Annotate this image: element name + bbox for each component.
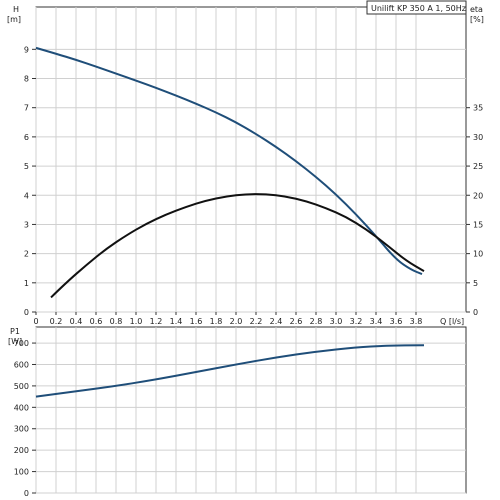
flow-tick-label: 2.2 [250, 317, 263, 326]
flow-tick-label: 0.8 [110, 317, 123, 326]
head-tick-label: 0 [24, 308, 29, 317]
head-tick-label: 5 [24, 162, 29, 171]
flow-tick-label: 1.8 [210, 317, 223, 326]
power-tick-label: 600 [14, 360, 29, 369]
power-grid [35, 327, 466, 494]
head-axis-title: H [13, 5, 19, 14]
efficiency-tick-label: 10 [473, 250, 483, 259]
efficiency-tick-label: 35 [473, 104, 483, 113]
flow-tick-label: 0.4 [70, 317, 83, 326]
efficiency-axis-unit: [%] [470, 15, 484, 24]
power-axis-unit: [W] [8, 337, 22, 346]
flow-tick-label: 2.6 [290, 317, 303, 326]
efficiency-tick-label: 0 [473, 308, 478, 317]
flow-axis-label: Q [l/s] [440, 317, 464, 326]
flow-tick-label: 1.0 [130, 317, 143, 326]
head-tick-label: 8 [24, 75, 29, 84]
flow-tick-label: 0 [33, 317, 38, 326]
power-tick-label: 0 [24, 489, 29, 498]
head-tick-label: 2 [24, 250, 29, 259]
efficiency-tick-label: 30 [473, 133, 483, 142]
flow-tick-label: 3.2 [350, 317, 363, 326]
head-tick-label: 1 [24, 279, 29, 288]
flow-tick-label: 0.2 [50, 317, 63, 326]
efficiency-tick-label: 20 [473, 191, 483, 200]
head-axis-ticks: 0 1 2 3 4 5 6 7 8 9 [24, 45, 36, 317]
head-efficiency-plot-frame [35, 6, 467, 313]
flow-tick-label: 0.6 [90, 317, 103, 326]
power-tick-label: 500 [14, 382, 29, 391]
head-tick-label: 3 [24, 220, 29, 229]
head-efficiency-chart: 0 1 2 3 4 5 6 7 8 9 0 5 10 15 20 25 30 35 0 0.2 0.4 0.6 0.8 1… [7, 0, 484, 326]
head-efficiency-series [35, 46, 425, 299]
power-axis-ticks: 0 100 200 300 400 500 600 700 [14, 339, 36, 498]
flow-tick-label: 2.0 [230, 317, 243, 326]
flow-tick-label: 3.0 [330, 317, 343, 326]
head-axis-unit: [m] [7, 15, 21, 24]
efficiency-tick-label: 15 [473, 220, 483, 229]
flow-tick-label: 1.6 [190, 317, 203, 326]
head-tick-label: 6 [24, 133, 29, 142]
power-tick-label: 400 [14, 403, 29, 412]
efficiency-tick-label: 25 [473, 162, 483, 171]
efficiency-tick-label: 5 [473, 279, 478, 288]
power-tick-label: 100 [14, 468, 29, 477]
power-series [35, 344, 425, 398]
power-chart: 0 100 200 300 400 500 600 700 P1 [W] [8, 326, 467, 498]
flow-tick-label: 3.4 [370, 317, 383, 326]
power-plot-frame [35, 326, 467, 494]
efficiency-axis-title: eta [470, 5, 483, 14]
flow-tick-label: 3.6 [390, 317, 403, 326]
head-tick-label: 9 [24, 45, 29, 54]
flow-tick-label: 3.8 [410, 317, 423, 326]
flow-tick-label: 2.4 [270, 317, 283, 326]
power-tick-label: 700 [14, 339, 29, 348]
flow-tick-label: 1.2 [150, 317, 163, 326]
efficiency-axis-ticks: 0 5 10 15 20 25 30 35 [466, 104, 483, 317]
head-tick-label: 4 [24, 191, 29, 200]
chart-title-box [366, 0, 467, 15]
head-tick-label: 7 [24, 104, 29, 113]
head-efficiency-grid [35, 7, 466, 313]
flow-tick-label: 2.8 [310, 317, 323, 326]
head-curve [35, 46, 423, 275]
flow-tick-label: 1.4 [170, 317, 183, 326]
power-curve [35, 344, 425, 398]
chart-title: Unilift KP 350 A 1, 50Hz [371, 4, 466, 13]
power-tick-label: 200 [14, 446, 29, 455]
power-axis-title: P1 [10, 327, 20, 336]
efficiency-curve [50, 193, 425, 299]
power-tick-label: 300 [14, 425, 29, 434]
flow-axis-ticks: 0 0.2 0.4 0.6 0.8 1.0 1.2 1.4 1.6 1.8 2.0 2.2 2.4 2.6… [33, 312, 422, 326]
